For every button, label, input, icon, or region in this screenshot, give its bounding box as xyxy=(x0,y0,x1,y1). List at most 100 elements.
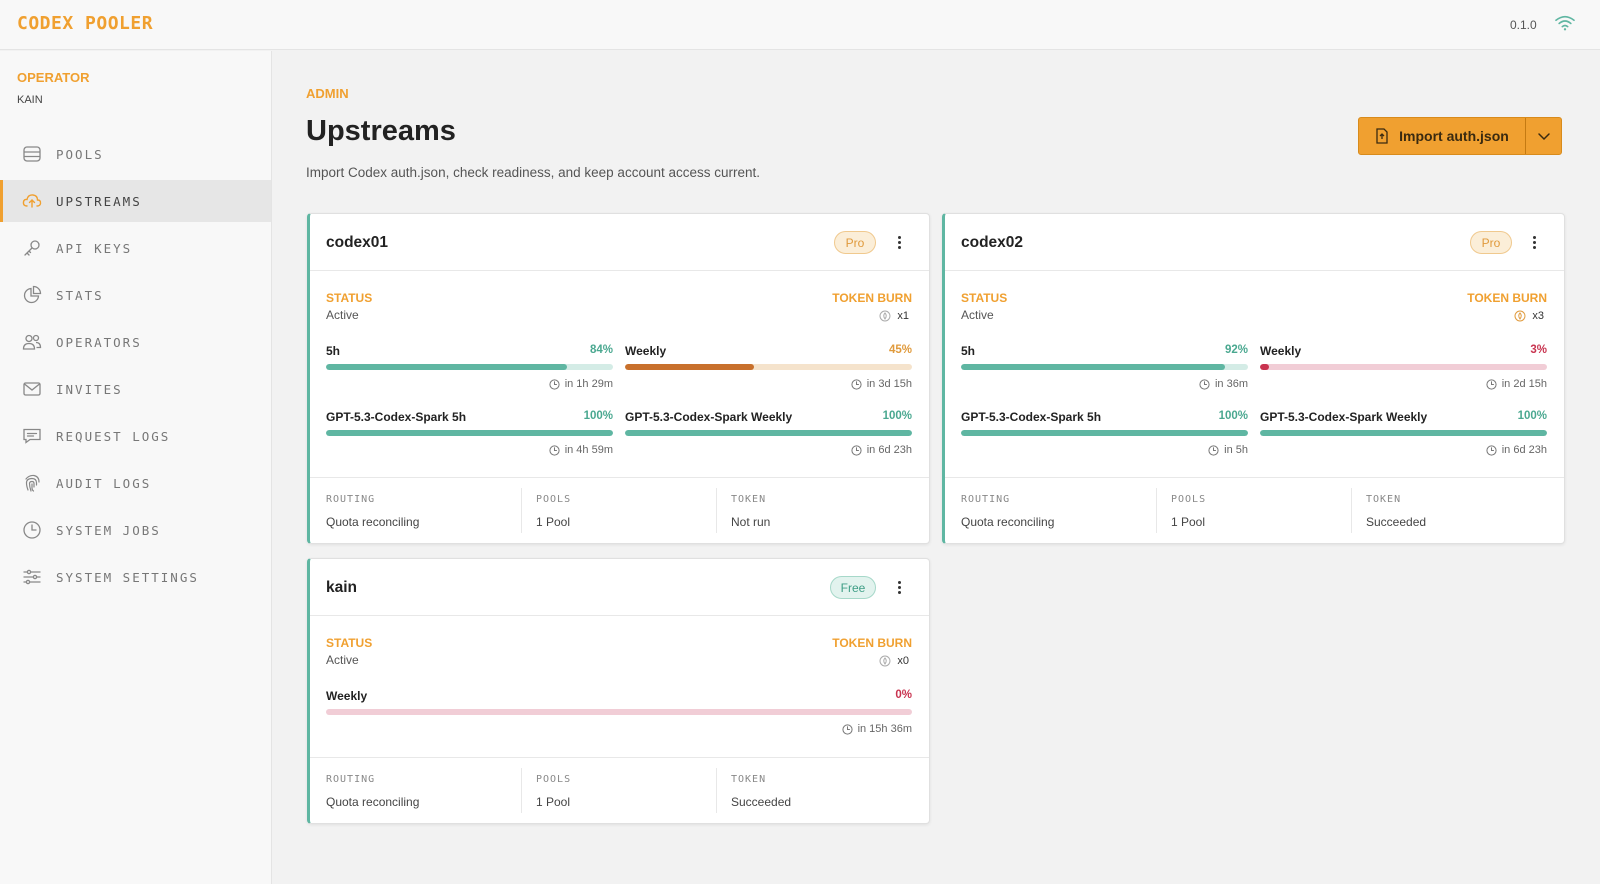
breadcrumb: ADMIN xyxy=(306,86,349,101)
meter-fill xyxy=(625,430,912,436)
meter-percent: 3% xyxy=(1530,344,1547,356)
meter-fill xyxy=(1260,364,1269,370)
sidebar-item-invites[interactable]: INVITES xyxy=(0,368,271,410)
meter-fill xyxy=(326,364,568,370)
meter-percent: 100% xyxy=(1517,410,1547,422)
token-burn: x3 xyxy=(1514,310,1544,322)
token-label: TOKEN xyxy=(731,774,767,785)
sidebar-item-stats[interactable]: STATS xyxy=(0,274,271,316)
meter-track xyxy=(1260,364,1547,370)
sidebar-item-label: SYSTEM JOBS xyxy=(56,522,161,538)
meter-reset: in 2d 15h xyxy=(1486,378,1547,390)
sliders-icon xyxy=(22,567,42,587)
status-label: STATUS xyxy=(326,291,373,305)
meter-label: Weekly xyxy=(625,344,667,358)
meter-reset: in 6d 23h xyxy=(851,444,912,456)
meter-fill xyxy=(961,430,1248,436)
clock-icon xyxy=(1199,378,1210,390)
import-button-group: Import auth.json xyxy=(1358,117,1562,155)
sidebar-item-label: OPERATORS xyxy=(56,334,142,350)
meter-reset: in 4h 59m xyxy=(549,444,613,456)
clock-icon xyxy=(549,378,560,390)
meter-percent: 100% xyxy=(882,410,912,422)
meter-fill xyxy=(625,364,755,370)
meter-reset: in 5h xyxy=(1208,444,1248,456)
routing-label: ROUTING xyxy=(961,494,1011,505)
sidebar-item-system-settings[interactable]: SYSTEM SETTINGS xyxy=(0,556,271,598)
card-header: codex01 Pro xyxy=(310,214,929,271)
meter-percent: 100% xyxy=(1218,410,1248,422)
pools-label: POOLS xyxy=(536,494,572,505)
sidebar-item-label: POOLS xyxy=(56,146,104,162)
app-version: 0.1.0 xyxy=(1510,18,1537,32)
meter-track xyxy=(625,430,912,436)
token-burn: x1 xyxy=(879,310,909,322)
token-col: TOKEN Succeeded xyxy=(1352,488,1564,533)
sidebar-item-audit-logs[interactable]: AUDIT LOGS xyxy=(0,462,271,504)
operator-label: OPERATOR xyxy=(17,70,90,85)
sidebar-item-label: STATS xyxy=(56,287,104,303)
clock-icon xyxy=(549,444,560,456)
flame-icon xyxy=(1514,310,1526,322)
token-burn-label: TOKEN BURN xyxy=(1467,291,1547,305)
plan-badge: Pro xyxy=(1470,231,1512,254)
sidebar-item-upstreams[interactable]: UPSTREAMS xyxy=(0,180,271,222)
import-dropdown-button[interactable] xyxy=(1525,118,1561,154)
card-footer: ROUTING Quota reconciling POOLS 1 Pool T… xyxy=(945,477,1564,543)
meter-reset-text: in 6d 23h xyxy=(1501,444,1547,456)
plan-badge: Free xyxy=(830,576,876,599)
meter-fill xyxy=(961,364,1226,370)
meter-track xyxy=(326,709,912,715)
meter-track xyxy=(1260,430,1547,436)
sidebar-item-system-jobs[interactable]: SYSTEM JOBS xyxy=(0,509,271,551)
users-icon xyxy=(22,332,42,352)
meter-label: GPT-5.3-Codex-Spark Weekly xyxy=(625,410,793,424)
import-button-label: Import auth.json xyxy=(1399,128,1509,144)
meter-reset: in 15h 36m xyxy=(841,723,912,735)
sidebar-item-label: INVITES xyxy=(56,381,123,397)
sidebar-item-request-logs[interactable]: REQUEST LOGS xyxy=(0,415,271,457)
import-auth-button[interactable]: Import auth.json xyxy=(1359,118,1525,154)
card-header: codex02 Pro xyxy=(945,214,1564,271)
sidebar-item-label: API KEYS xyxy=(56,240,133,256)
status-value: Active xyxy=(326,653,359,667)
sidebar: OPERATOR KAIN POOLS UPSTREAMS API KEYS S… xyxy=(0,51,272,884)
status-value: Active xyxy=(326,308,359,322)
clock-icon xyxy=(1486,378,1497,390)
sidebar-item-api-keys[interactable]: API KEYS xyxy=(0,227,271,269)
meter-label: 5h xyxy=(326,344,341,358)
upstream-name: codex02 xyxy=(961,234,1024,251)
pools-value: 1 Pool xyxy=(1171,515,1206,529)
token-burn-label: TOKEN BURN xyxy=(832,291,912,305)
more-menu-button[interactable] xyxy=(891,232,907,252)
app-brand[interactable]: CODEX POOLER xyxy=(17,13,154,34)
chevron-down-icon xyxy=(1537,133,1550,141)
token-col: TOKEN Succeeded xyxy=(717,768,929,813)
key-icon xyxy=(22,238,42,258)
card-footer: ROUTING Quota reconciling POOLS 1 Pool T… xyxy=(310,757,929,823)
meter-reset: in 1h 29m xyxy=(549,378,613,390)
meter-label: GPT-5.3-Codex-Spark 5h xyxy=(326,410,467,424)
meter-fill xyxy=(326,430,613,436)
upstream-name: codex01 xyxy=(326,234,389,251)
upstream-name: kain xyxy=(326,579,358,596)
sidebar-item-pools[interactable]: POOLS xyxy=(0,133,271,175)
more-menu-button[interactable] xyxy=(1526,232,1542,252)
pools-col: POOLS 1 Pool xyxy=(522,488,717,533)
token-value: Not run xyxy=(731,515,771,529)
more-menu-button[interactable] xyxy=(891,577,907,597)
meter-label: Weekly xyxy=(326,689,368,703)
meter-label: GPT-5.3-Codex-Spark Weekly xyxy=(1260,410,1428,424)
sidebar-item-operators[interactable]: OPERATORS xyxy=(0,321,271,363)
meter-reset-text: in 1h 29m xyxy=(564,378,613,390)
file-icon xyxy=(1376,128,1388,144)
meter-label: Weekly xyxy=(1260,344,1302,358)
wifi-icon xyxy=(1555,15,1575,31)
token-label: TOKEN xyxy=(731,494,767,505)
meter-track xyxy=(625,364,912,370)
pools-label: POOLS xyxy=(536,774,572,785)
flame-icon xyxy=(879,310,891,322)
operator-name: KAIN xyxy=(17,94,43,106)
token-col: TOKEN Not run xyxy=(717,488,929,533)
meter-reset: in 3d 15h xyxy=(851,378,912,390)
